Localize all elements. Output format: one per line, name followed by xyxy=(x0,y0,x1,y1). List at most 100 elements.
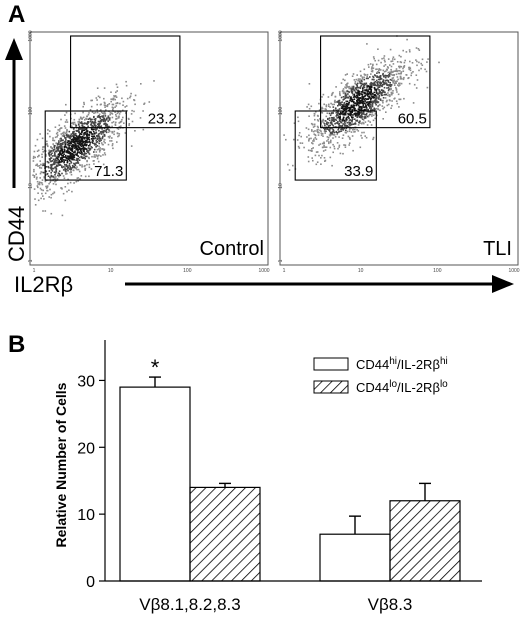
event-dot xyxy=(378,71,380,74)
event-dot xyxy=(65,154,67,157)
event-dot xyxy=(73,144,75,146)
event-dot xyxy=(366,98,368,100)
event-dot xyxy=(321,120,324,123)
event-dot xyxy=(393,74,395,77)
event-dot xyxy=(303,146,305,149)
y-axis-arrow xyxy=(5,38,23,188)
event-dot xyxy=(359,120,361,122)
event-dot xyxy=(330,121,332,124)
event-dot xyxy=(57,161,59,164)
event-dot xyxy=(395,100,398,102)
event-dot xyxy=(70,142,73,145)
event-dot xyxy=(78,125,81,128)
event-dot xyxy=(107,115,110,117)
event-dot xyxy=(54,172,57,174)
event-dot xyxy=(83,153,85,156)
event-dot xyxy=(352,129,354,131)
event-dot xyxy=(117,111,120,113)
event-dot xyxy=(50,160,52,163)
event-dot xyxy=(44,192,47,195)
event-dot xyxy=(380,92,383,94)
event-dot xyxy=(382,118,384,120)
event-dot xyxy=(100,111,103,114)
event-dot xyxy=(308,83,311,85)
event-dot xyxy=(400,61,403,64)
event-dot xyxy=(50,193,53,196)
event-dot xyxy=(327,136,330,139)
event-dot xyxy=(95,131,97,134)
event-dot xyxy=(78,118,81,121)
event-dot xyxy=(115,105,118,107)
event-dot xyxy=(105,131,108,134)
gate-box-1 xyxy=(44,110,127,181)
event-dot xyxy=(338,116,341,119)
event-dot xyxy=(420,62,422,65)
event-dot xyxy=(80,155,82,158)
event-dot xyxy=(54,180,56,183)
event-dot xyxy=(80,117,82,119)
event-dot xyxy=(377,76,380,78)
event-dot xyxy=(321,146,324,149)
event-dot xyxy=(58,170,61,172)
event-dot xyxy=(81,153,83,155)
event-dot xyxy=(85,155,87,158)
event-dot xyxy=(62,192,65,195)
event-dot xyxy=(90,128,93,130)
event-dot xyxy=(83,101,85,104)
event-dot xyxy=(75,167,77,170)
bar-marks: * xyxy=(119,355,461,582)
event-dot xyxy=(355,103,358,105)
event-dot xyxy=(73,138,76,141)
event-dot xyxy=(325,104,328,106)
event-dot xyxy=(98,124,100,126)
event-dot xyxy=(356,95,359,98)
event-dot xyxy=(400,65,402,68)
event-dot xyxy=(352,94,354,96)
event-dot xyxy=(71,158,73,161)
event-dot xyxy=(78,128,81,130)
event-dot xyxy=(60,140,62,142)
event-dot xyxy=(111,106,114,109)
event-dot xyxy=(61,156,64,159)
event-dot xyxy=(46,132,49,135)
event-dot xyxy=(68,142,70,144)
event-dot xyxy=(313,123,316,126)
gate-percent-0: 60.5 xyxy=(398,111,427,128)
event-dot xyxy=(377,97,380,100)
event-dot xyxy=(60,161,63,163)
event-dot xyxy=(91,135,93,138)
event-dot xyxy=(333,145,335,148)
event-dot xyxy=(93,154,96,156)
event-dot xyxy=(326,128,329,130)
event-dot xyxy=(45,143,47,146)
event-dot xyxy=(415,87,418,89)
event-dot xyxy=(386,83,388,85)
event-dot xyxy=(410,72,413,74)
event-dot xyxy=(393,79,395,81)
event-dot xyxy=(327,105,330,107)
legend-label-open: CD44hi/IL-2Rβhi xyxy=(356,356,448,373)
event-dot xyxy=(111,103,114,106)
event-dot xyxy=(368,85,370,88)
event-dot xyxy=(69,171,71,174)
event-dot xyxy=(378,78,381,81)
event-dot xyxy=(74,142,76,144)
event-dot xyxy=(328,103,330,106)
event-dot xyxy=(311,157,313,159)
event-dot xyxy=(55,170,58,173)
event-dot xyxy=(142,128,145,131)
event-dot xyxy=(108,129,110,131)
event-dot xyxy=(86,130,89,132)
event-dot xyxy=(361,77,364,80)
event-dot xyxy=(371,109,374,111)
event-dot xyxy=(343,112,345,115)
event-dot xyxy=(398,82,401,85)
event-dot xyxy=(382,72,384,75)
event-dot xyxy=(71,122,74,124)
event-dot xyxy=(352,96,355,98)
event-dot xyxy=(32,160,35,162)
event-dot xyxy=(288,169,291,171)
event-dot xyxy=(341,128,343,130)
bar-open-0 xyxy=(119,386,191,582)
